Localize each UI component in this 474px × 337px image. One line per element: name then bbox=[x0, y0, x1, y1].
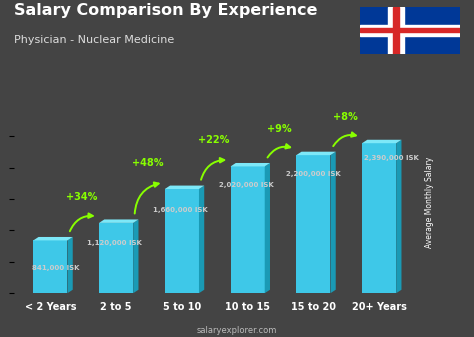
Bar bbox=[388, 7, 404, 54]
Polygon shape bbox=[33, 237, 73, 240]
Text: 2,390,000 ISK: 2,390,000 ISK bbox=[364, 155, 419, 161]
Bar bbox=[230, 166, 264, 293]
Y-axis label: Average Monthly Salary: Average Monthly Salary bbox=[425, 157, 434, 248]
Polygon shape bbox=[67, 237, 73, 293]
Polygon shape bbox=[133, 219, 138, 293]
Text: 2,200,000 ISK: 2,200,000 ISK bbox=[286, 172, 341, 178]
Bar bbox=[393, 7, 399, 54]
Text: +9%: +9% bbox=[267, 124, 292, 134]
Text: Physician - Nuclear Medicine: Physician - Nuclear Medicine bbox=[14, 35, 174, 45]
Polygon shape bbox=[99, 219, 138, 223]
Bar bbox=[296, 155, 330, 293]
Text: +22%: +22% bbox=[198, 135, 229, 145]
Polygon shape bbox=[330, 152, 336, 293]
Polygon shape bbox=[396, 140, 401, 293]
Text: 1,660,000 ISK: 1,660,000 ISK bbox=[153, 207, 208, 213]
Text: Salary Comparison By Experience: Salary Comparison By Experience bbox=[14, 3, 318, 19]
Text: +8%: +8% bbox=[333, 112, 357, 122]
Polygon shape bbox=[199, 186, 204, 293]
Text: 2,020,000 ISK: 2,020,000 ISK bbox=[219, 182, 273, 188]
Bar bbox=[99, 223, 133, 293]
Text: +48%: +48% bbox=[132, 158, 164, 168]
Bar bbox=[165, 189, 199, 293]
Polygon shape bbox=[264, 163, 270, 293]
Text: 1,120,000 ISK: 1,120,000 ISK bbox=[87, 240, 142, 246]
Polygon shape bbox=[296, 152, 336, 155]
Bar bbox=[33, 240, 67, 293]
Bar bbox=[360, 28, 460, 32]
Bar bbox=[360, 25, 460, 36]
Polygon shape bbox=[165, 186, 204, 189]
Polygon shape bbox=[362, 140, 401, 143]
Text: 841,000 ISK: 841,000 ISK bbox=[32, 265, 80, 271]
Text: salaryexplorer.com: salaryexplorer.com bbox=[197, 326, 277, 335]
Text: +34%: +34% bbox=[66, 192, 98, 202]
Bar bbox=[362, 143, 396, 293]
Polygon shape bbox=[230, 163, 270, 166]
